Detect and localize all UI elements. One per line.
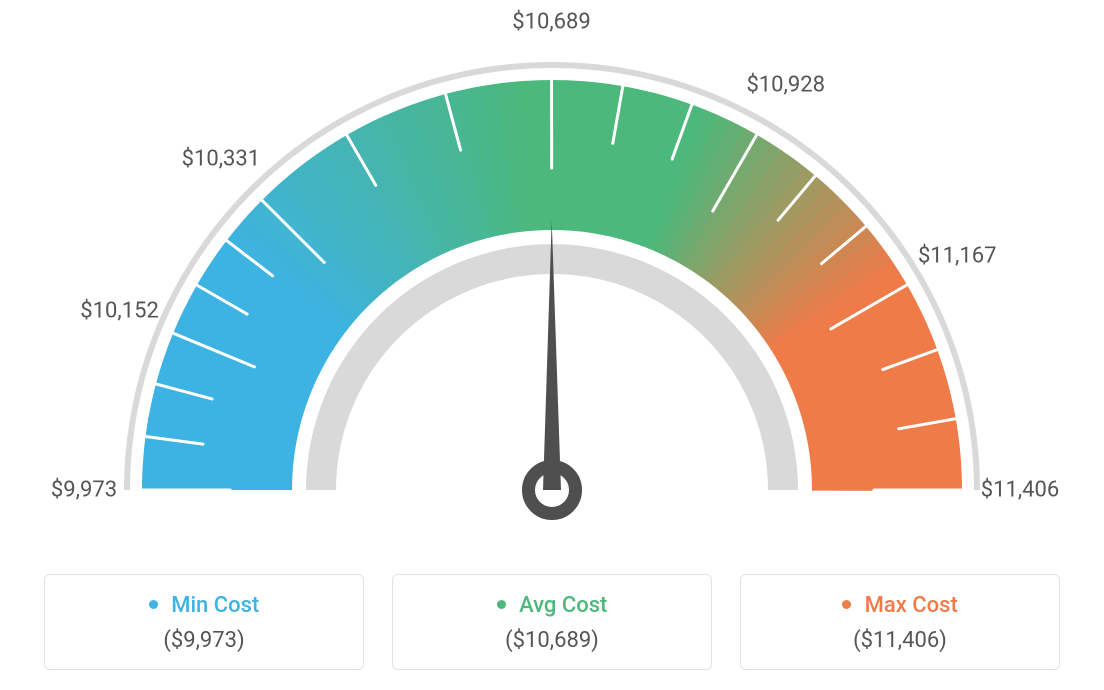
legend-title-min-text: Min Cost xyxy=(171,593,259,618)
legend-row: Min Cost ($9,973) Avg Cost ($10,689) Max… xyxy=(0,574,1104,670)
scale-label: $11,406 xyxy=(981,478,1060,503)
scale-label: $10,152 xyxy=(80,299,159,324)
legend-title-min: Min Cost xyxy=(55,593,353,618)
dot-icon xyxy=(149,600,158,609)
scale-label: $10,689 xyxy=(512,10,591,35)
legend-value-avg: ($10,689) xyxy=(403,628,701,653)
legend-card-avg: Avg Cost ($10,689) xyxy=(392,574,712,670)
legend-title-avg-text: Avg Cost xyxy=(519,593,607,618)
scale-label: $10,928 xyxy=(746,72,825,97)
scale-label: $9,973 xyxy=(51,478,117,503)
legend-card-min: Min Cost ($9,973) xyxy=(44,574,364,670)
scale-label: $10,331 xyxy=(182,147,261,172)
legend-title-avg: Avg Cost xyxy=(403,593,701,618)
cost-gauge: $9,973 $10,152 $10,331 $10,689 $10,928 $11,16… xyxy=(0,0,1104,540)
scale-label: $11,167 xyxy=(918,243,997,268)
gauge-svg xyxy=(0,0,1104,540)
legend-card-max: Max Cost ($11,406) xyxy=(740,574,1060,670)
legend-title-max: Max Cost xyxy=(751,593,1049,618)
legend-title-max-text: Max Cost xyxy=(865,593,958,618)
dot-icon xyxy=(497,600,506,609)
dot-icon xyxy=(842,600,851,609)
legend-value-min: ($9,973) xyxy=(55,628,353,653)
legend-value-max: ($11,406) xyxy=(751,628,1049,653)
